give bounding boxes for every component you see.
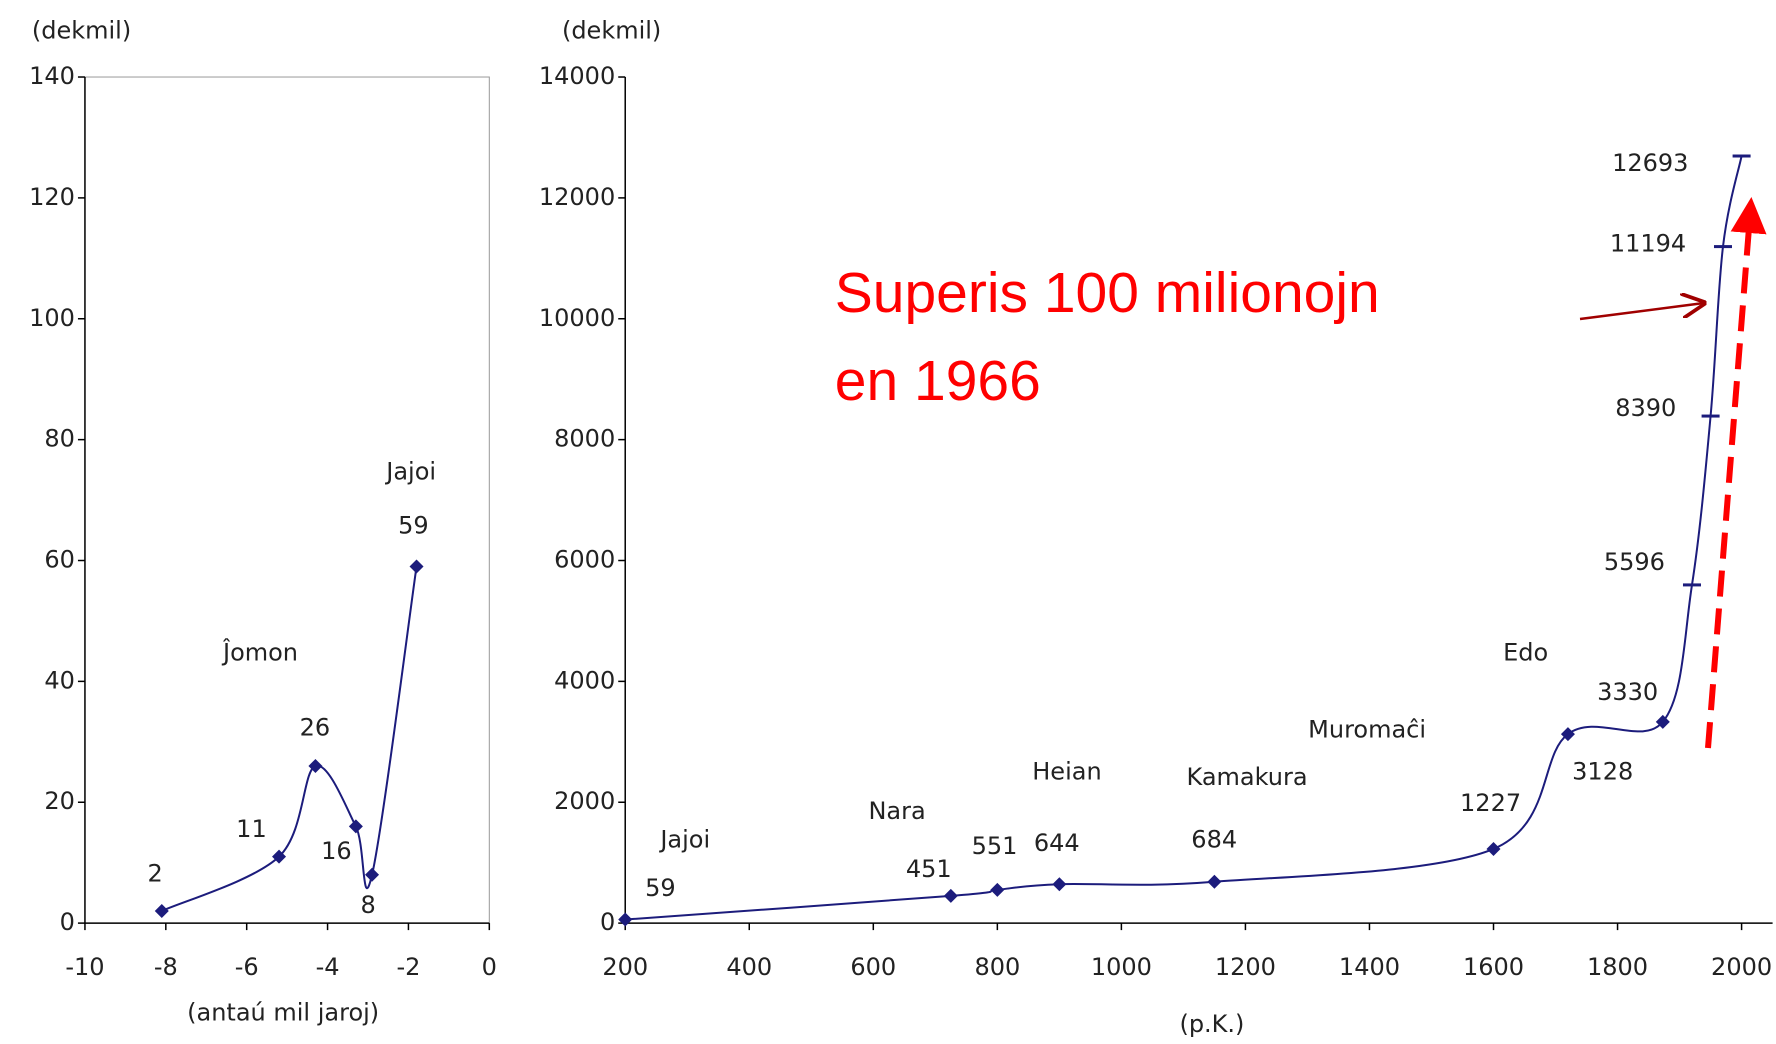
era-label: Muromaĉi xyxy=(1308,716,1426,744)
point-marker xyxy=(1701,414,1720,418)
x-tick-label: 400 xyxy=(726,953,772,981)
y-tick-label: 6000 xyxy=(554,546,615,574)
data-label: 551 xyxy=(972,832,1018,860)
y-tick-label: 60 xyxy=(44,546,75,574)
x-axis-label: (p.K.) xyxy=(1179,1010,1244,1038)
point-marker xyxy=(1732,154,1751,158)
data-label: 11 xyxy=(236,815,267,843)
era-label: Kamakura xyxy=(1187,763,1308,791)
point-marker xyxy=(618,912,633,927)
point-marker xyxy=(943,888,958,903)
era-label: Nara xyxy=(868,797,925,825)
y-tick-label: 120 xyxy=(29,183,75,211)
point-marker xyxy=(365,867,380,882)
y-tick-label: 14000 xyxy=(539,62,615,90)
data-label: 3128 xyxy=(1572,757,1633,785)
era-label: Jajoi xyxy=(658,825,710,853)
y-axis-label: (dekmil) xyxy=(32,17,131,45)
point-marker xyxy=(1052,877,1067,892)
point-marker xyxy=(308,758,323,773)
y-tick-label: 100 xyxy=(29,304,75,332)
data-label: 26 xyxy=(300,713,331,741)
point-marker xyxy=(1486,841,1501,856)
x-tick-label: 2000 xyxy=(1711,953,1772,981)
x-tick-label: -6 xyxy=(235,953,259,981)
point-marker xyxy=(990,882,1005,897)
y-tick-label: 20 xyxy=(44,787,75,815)
point-marker xyxy=(1560,727,1575,742)
data-label: 5596 xyxy=(1604,548,1665,576)
era-label: Jajoi xyxy=(384,457,436,485)
era-label: Ĵomon xyxy=(221,638,298,667)
point-marker xyxy=(348,819,363,834)
x-tick-label: 0 xyxy=(482,953,497,981)
data-label: 11194 xyxy=(1610,230,1686,258)
callout-text: en 1966 xyxy=(835,349,1041,413)
data-line xyxy=(161,566,418,912)
point-marker xyxy=(272,849,287,864)
x-axis-label: (antaú mil jaroj) xyxy=(187,999,379,1027)
x-tick-label: 1400 xyxy=(1339,953,1400,981)
y-tick-label: 0 xyxy=(60,908,75,936)
data-label: 644 xyxy=(1034,829,1080,857)
data-label: 3330 xyxy=(1597,678,1658,706)
data-label: 684 xyxy=(1191,825,1237,853)
y-tick-label: 140 xyxy=(29,62,75,90)
data-label: 59 xyxy=(645,874,676,902)
x-tick-label: 600 xyxy=(850,953,896,981)
x-tick-label: -2 xyxy=(396,953,420,981)
era-label: Heian xyxy=(1032,757,1101,785)
y-tick-label: 10000 xyxy=(539,304,615,332)
point-marker xyxy=(1655,714,1670,729)
data-label: 8390 xyxy=(1615,394,1676,422)
data-label: 59 xyxy=(398,512,429,540)
x-tick-label: 1200 xyxy=(1215,953,1276,981)
y-tick-label: 12000 xyxy=(539,183,615,211)
point-marker xyxy=(1207,874,1222,889)
plot-frame xyxy=(84,76,490,924)
y-tick-label: 2000 xyxy=(554,787,615,815)
data-label: 1227 xyxy=(1460,789,1521,817)
x-tick-label: -8 xyxy=(154,953,178,981)
x-tick-label: 1600 xyxy=(1463,953,1524,981)
y-tick-label: 8000 xyxy=(554,425,615,453)
point-marker xyxy=(154,904,169,919)
y-tick-label: 40 xyxy=(44,666,75,694)
trend-arrow xyxy=(1705,197,1767,749)
y-tick-label: 80 xyxy=(44,425,75,453)
callout-arrow xyxy=(1579,303,1704,321)
y-tick-label: 4000 xyxy=(554,666,615,694)
data-label: 12693 xyxy=(1612,149,1688,177)
x-tick-label: 800 xyxy=(974,953,1020,981)
x-tick-label: -10 xyxy=(65,953,104,981)
y-axis-label: (dekmil) xyxy=(562,17,661,45)
y-tick-label: 0 xyxy=(600,908,615,936)
data-label: 451 xyxy=(906,855,952,883)
callout-text: Superis 100 milionojn xyxy=(835,261,1380,325)
data-label: 16 xyxy=(321,837,352,865)
point-marker xyxy=(1713,245,1732,249)
x-tick-label: 1000 xyxy=(1091,953,1152,981)
era-label: Edo xyxy=(1503,639,1548,667)
point-marker xyxy=(1682,583,1701,587)
point-marker xyxy=(409,559,424,574)
data-label: 8 xyxy=(360,891,375,919)
x-tick-label: 200 xyxy=(602,953,648,981)
data-label: 2 xyxy=(148,859,163,887)
x-tick-label: 1800 xyxy=(1587,953,1648,981)
x-tick-label: -4 xyxy=(316,953,340,981)
